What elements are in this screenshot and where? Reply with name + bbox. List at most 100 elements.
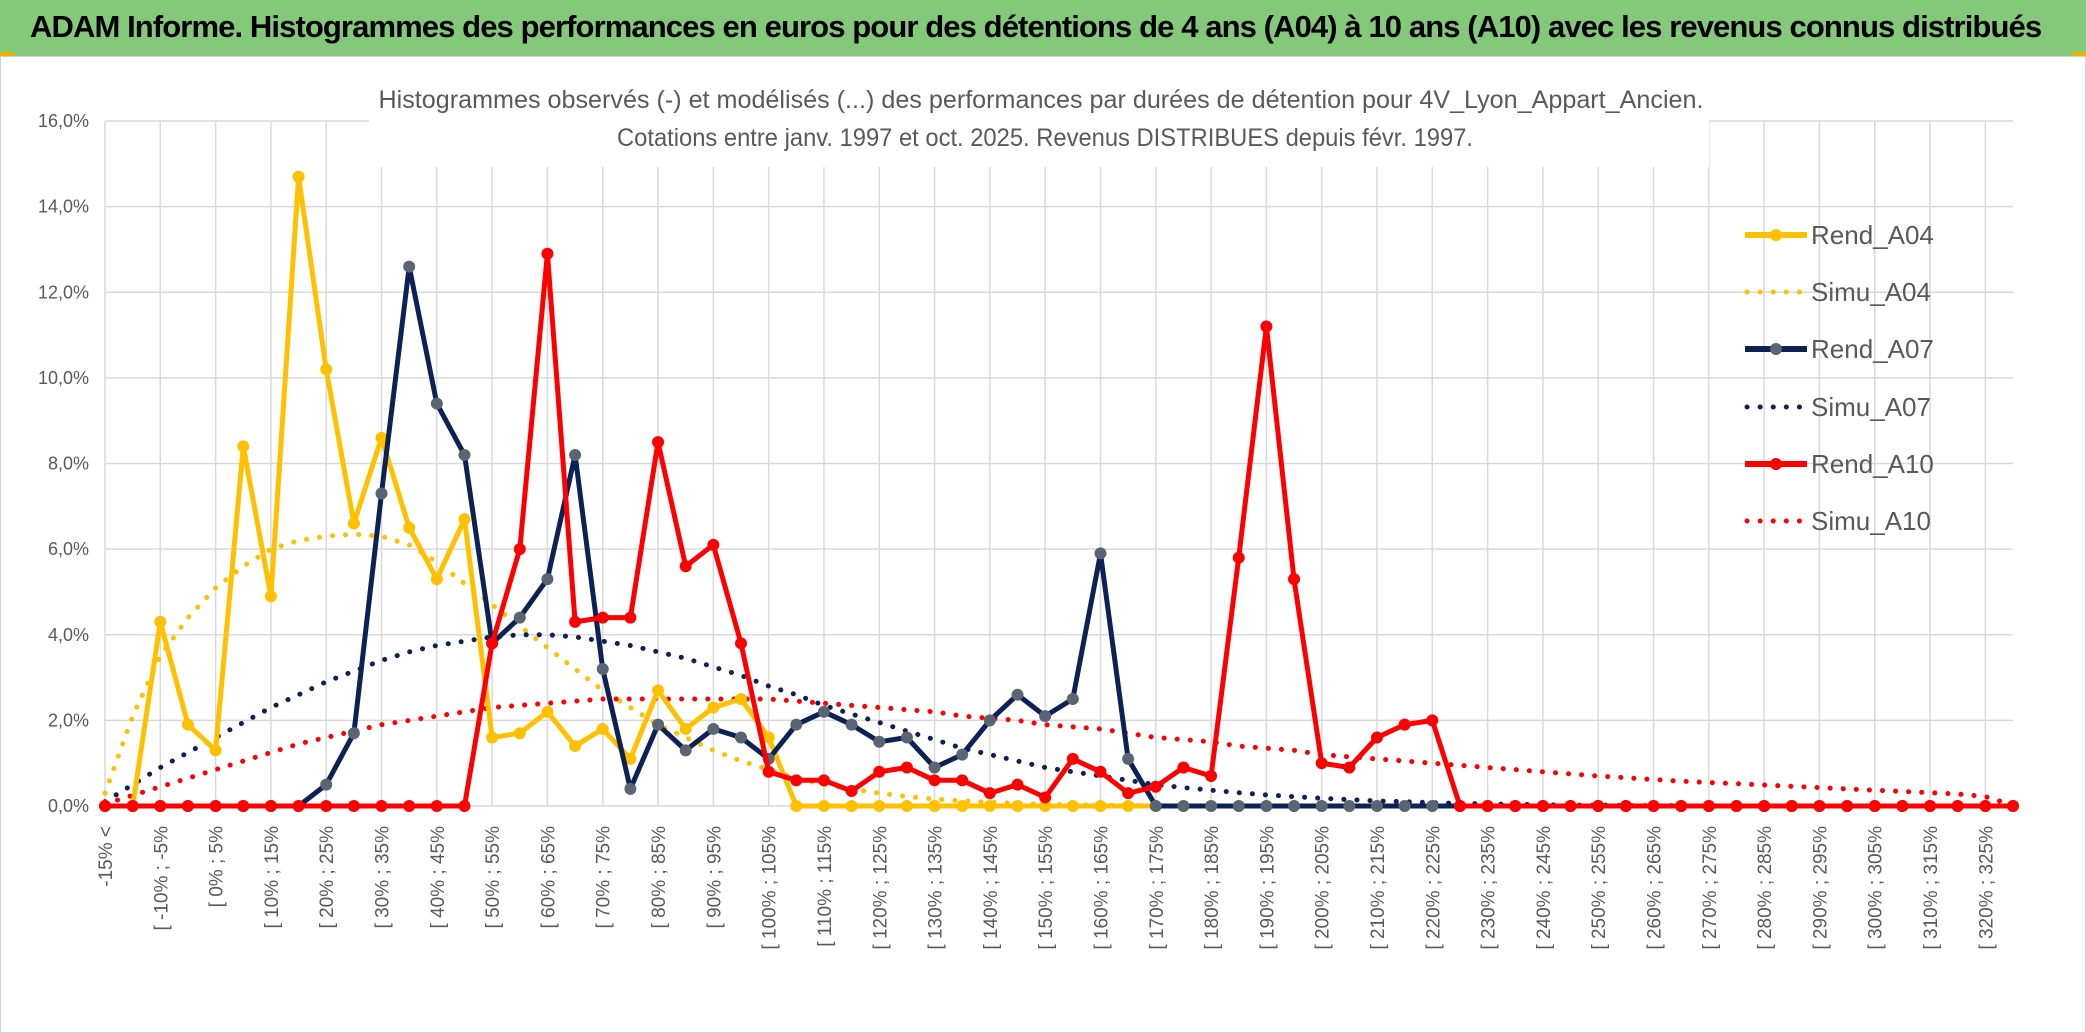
corner-accent-right [2072, 52, 2086, 58]
series-line [105, 174, 2013, 809]
data-point [1509, 800, 1522, 812]
data-point [569, 448, 582, 461]
data-point [1039, 791, 1052, 804]
data-point [596, 722, 609, 735]
data-point [762, 731, 775, 744]
data-point [1426, 800, 1439, 812]
data-point [1011, 800, 1024, 812]
x-tick-label: [ 240% ; 245% [1534, 826, 1555, 950]
data-point [1066, 800, 1079, 812]
data-point [1343, 800, 1356, 812]
x-tick-label: [ 140% ; 145% [981, 826, 1002, 950]
series-line [102, 696, 2016, 808]
data-point [375, 487, 388, 500]
data-point [458, 448, 471, 461]
chart-subtitle: Cotations entre janv. 1997 et oct. 2025.… [617, 124, 1473, 152]
legend: Rend_A04 Simu_A04 Rend_A07 Simu_A07 Rend_A10… [1744, 220, 1934, 536]
x-tick-label: [ 130% ; 135% [926, 826, 947, 950]
data-point [790, 800, 803, 812]
data-point [735, 692, 747, 705]
data-point [762, 765, 775, 778]
data-point [707, 722, 720, 735]
data-point [845, 800, 858, 812]
legend-marker [1770, 229, 1782, 241]
legend-marker [1770, 343, 1782, 355]
legend-item: Simu_A04 [1744, 277, 1931, 307]
data-point [1896, 800, 1909, 812]
y-tick-label: 4,0% [48, 625, 89, 645]
data-point [1951, 800, 1964, 812]
data-point [1924, 800, 1937, 812]
data-point [154, 615, 167, 628]
data-point [1122, 787, 1135, 800]
data-point [1205, 800, 1218, 812]
series-line [105, 251, 2013, 809]
data-point [928, 800, 941, 812]
data-point [1398, 800, 1411, 812]
data-point [1232, 800, 1245, 812]
data-point [486, 731, 499, 744]
data-point [1371, 800, 1383, 812]
header-banner: ADAM Informe. Histogrammes des performan… [0, 0, 2086, 58]
x-tick-label: [ 190% ; 195% [1257, 826, 1278, 950]
data-point [264, 590, 277, 603]
data-point [541, 705, 554, 718]
data-point [513, 611, 526, 624]
data-point [430, 800, 443, 812]
data-point [1592, 800, 1605, 812]
data-point [209, 744, 222, 757]
data-point [900, 761, 913, 774]
x-tick-label: [ 30% ; 35% [373, 826, 394, 929]
x-tick-label: [ 20% ; 25% [317, 826, 338, 929]
data-point [873, 735, 886, 748]
data-point [707, 538, 720, 551]
data-point [99, 800, 111, 812]
data-point [1177, 800, 1190, 812]
data-point [1564, 800, 1577, 812]
data-point [624, 782, 637, 795]
data-point [1066, 692, 1079, 705]
data-point [596, 663, 609, 675]
x-tick-label: [ 40% ; 45% [428, 826, 449, 929]
x-tick-label: [ 70% ; 75% [594, 826, 615, 929]
series-rend-a04 [99, 170, 2019, 812]
legend-label: Simu_A04 [1811, 277, 1931, 307]
data-point [292, 800, 305, 812]
data-point [347, 727, 360, 740]
data-point [320, 778, 333, 791]
y-tick-label: 2,0% [48, 710, 89, 730]
data-point [1094, 800, 1107, 812]
data-point [237, 440, 250, 453]
data-point [237, 800, 250, 812]
x-tick-label: [ 260% ; 265% [1645, 826, 1666, 950]
title-background [369, 79, 1709, 167]
data-point [264, 800, 277, 812]
x-tick-label: [ 0% ; 5% [207, 826, 228, 907]
data-point [1260, 320, 1273, 333]
x-tick-label: [ 170% ; 175% [1147, 826, 1168, 950]
data-point [1453, 800, 1466, 812]
legend-label: Rend_A10 [1811, 449, 1934, 479]
x-tick-label: [ 160% ; 165% [1091, 826, 1112, 950]
data-point [1094, 547, 1107, 560]
x-tick-label: [ 250% ; 255% [1589, 826, 1610, 950]
data-point [1011, 778, 1024, 791]
series-rend-a10 [99, 247, 2019, 812]
data-point [513, 543, 526, 556]
y-tick-label: 0,0% [48, 796, 89, 816]
data-point [1260, 800, 1273, 812]
data-point [1205, 770, 1218, 783]
line-chart: Histogrammes observés (-) et modélisés (… [38, 79, 2019, 950]
data-point [1315, 757, 1328, 770]
data-point [486, 637, 499, 650]
legend-label: Rend_A04 [1811, 220, 1934, 250]
data-point [1536, 800, 1549, 812]
data-point [817, 800, 830, 812]
x-tick-label: [ 180% ; 185% [1202, 826, 1223, 950]
data-point [1675, 800, 1688, 812]
y-tick-label: 16,0% [38, 111, 89, 131]
data-point [1371, 731, 1383, 744]
data-point [1039, 710, 1052, 723]
data-point [569, 615, 582, 628]
data-point [845, 718, 858, 731]
